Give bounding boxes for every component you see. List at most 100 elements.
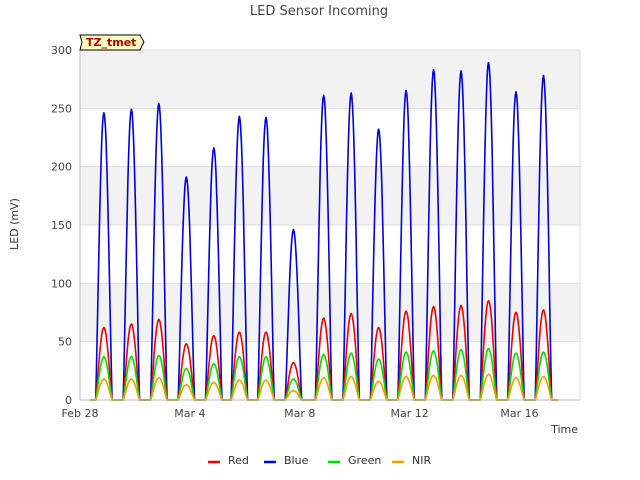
data-point-green — [157, 354, 160, 357]
data-point-nir — [432, 374, 435, 377]
data-point-blue — [265, 116, 267, 119]
data-point-green — [103, 355, 105, 358]
data-point-red — [515, 311, 517, 314]
legend-item-blue: Blue — [264, 454, 309, 467]
data-point-nir — [157, 376, 160, 379]
data-point-red — [212, 334, 215, 337]
legend-label: Blue — [284, 454, 309, 467]
data-point-green — [265, 355, 267, 358]
data-point-green — [292, 378, 295, 380]
x-tick-label: Mar 8 — [284, 407, 315, 420]
x-tick-label: Mar 12 — [391, 407, 429, 420]
x-tick-label: Mar 4 — [174, 407, 205, 420]
data-point-blue — [292, 228, 295, 231]
legend-item-red: Red — [208, 454, 249, 467]
site-tag-text: TZ_tmet — [86, 36, 136, 49]
data-point-green — [432, 350, 435, 352]
data-point-red — [542, 309, 545, 312]
data-point-green — [350, 352, 353, 355]
legend-item-nir: NIR — [392, 454, 431, 467]
y-tick-label: 100 — [51, 277, 72, 290]
data-point-red — [432, 305, 435, 308]
data-point-green — [130, 355, 133, 358]
data-point-red — [238, 331, 241, 334]
tick-labels: 0 50 100 150 200 250 300 Feb 28 Mar 4 Mar 8 Mar 12… — [51, 44, 539, 420]
x-tick-label: Mar 16 — [500, 407, 538, 420]
data-point-blue — [238, 115, 241, 118]
data-point-nir — [515, 376, 517, 379]
data-point-blue — [377, 128, 380, 131]
legend-label: Green — [348, 454, 381, 467]
data-point-red — [487, 299, 490, 302]
data-point-nir — [542, 375, 545, 378]
data-point-blue — [432, 68, 435, 71]
chart-title: LED Sensor Incoming — [250, 4, 388, 19]
data-point-red — [185, 343, 188, 345]
data-point-blue — [487, 61, 490, 64]
x-tick-label: Feb 28 — [62, 407, 99, 420]
site-tag-box — [79, 34, 145, 51]
data-point-blue — [542, 74, 545, 77]
data-point-nir — [212, 381, 215, 384]
data-point-blue — [405, 89, 407, 92]
data-point-nir — [292, 389, 295, 392]
data-point-blue — [185, 176, 188, 179]
data-point-blue — [130, 108, 133, 111]
data-point-nir — [487, 373, 490, 376]
y-tick-label: 50 — [58, 336, 72, 349]
data-point-green — [185, 367, 188, 370]
data-point-nir — [377, 380, 380, 383]
data-point-blue — [103, 112, 105, 114]
site-tag: TZ_tmet — [79, 34, 145, 51]
data-point-red — [350, 312, 353, 315]
data-point-red — [130, 323, 133, 326]
data-point-red — [265, 331, 267, 334]
data-point-nir — [265, 379, 267, 382]
data-point-red — [157, 318, 160, 321]
data-point-green — [405, 351, 407, 354]
data-point-blue — [460, 70, 462, 72]
x-axis-label: Time — [550, 423, 578, 436]
data-point-red — [460, 304, 462, 307]
data-point-blue — [350, 92, 353, 95]
data-point-nir — [103, 378, 105, 380]
data-point-nir — [322, 376, 325, 379]
data-point-red — [103, 326, 105, 329]
data-point-blue — [322, 94, 325, 97]
data-point-green — [487, 347, 490, 350]
legend-item-green: Green — [328, 454, 381, 467]
data-point-nir — [460, 374, 462, 377]
data-point-red — [322, 317, 325, 320]
y-axis-label: LED (mV) — [8, 198, 21, 250]
data-point-green — [515, 352, 517, 355]
data-point-red — [377, 326, 380, 329]
legend-label: Red — [228, 454, 249, 467]
series-group — [90, 61, 558, 401]
data-point-green — [542, 351, 545, 354]
y-tick-label: 0 — [65, 394, 72, 407]
data-point-green — [377, 358, 380, 361]
data-point-nir — [238, 379, 241, 382]
data-point-nir — [185, 383, 188, 386]
data-point-green — [322, 353, 325, 356]
plot-band — [80, 50, 580, 109]
data-point-blue — [515, 91, 517, 93]
data-point-red — [292, 361, 295, 364]
axes — [79, 50, 581, 401]
data-point-green — [460, 348, 462, 351]
y-tick-label: 300 — [51, 44, 72, 57]
data-point-nir — [130, 378, 133, 380]
legend-label: NIR — [412, 454, 431, 467]
data-point-green — [238, 355, 241, 358]
data-point-red — [405, 310, 407, 313]
y-tick-label: 200 — [51, 161, 72, 174]
data-point-blue — [157, 102, 160, 105]
legend: Red Blue Green NIR — [208, 454, 431, 467]
y-tick-label: 250 — [51, 102, 72, 115]
y-tick-label: 150 — [51, 219, 72, 232]
data-point-green — [212, 362, 215, 365]
data-point-nir — [350, 375, 353, 378]
data-point-nir — [405, 375, 407, 378]
data-point-blue — [212, 147, 215, 149]
